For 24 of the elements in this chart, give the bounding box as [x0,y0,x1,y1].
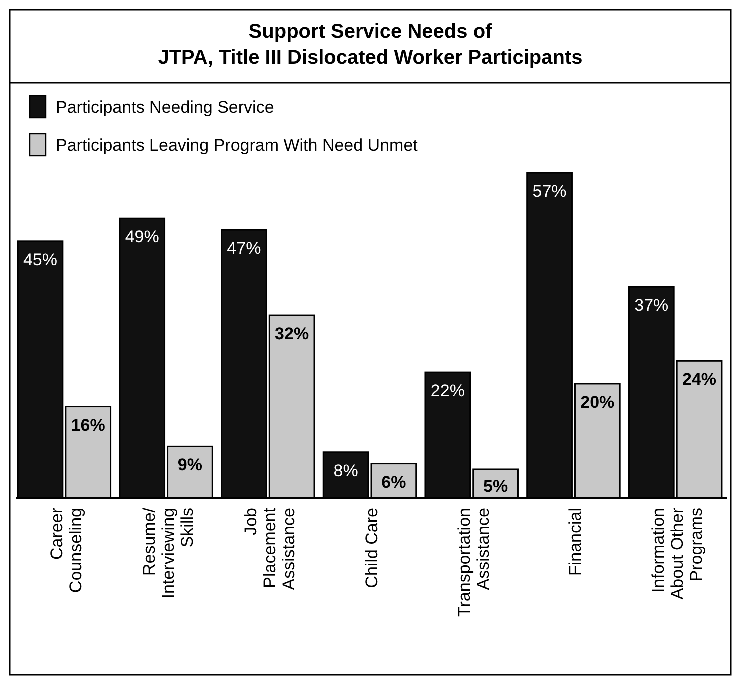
x-tick-label: Career Counseling [47,508,86,594]
data-label: 5% [484,477,508,496]
data-label: 16% [71,416,106,435]
data-label: 57% [532,182,567,201]
data-label: 47% [227,239,262,258]
data-label: 6% [382,472,406,492]
data-label: 24% [682,370,717,390]
data-label: 9% [178,456,202,475]
x-tick-label: Child Care [362,508,382,588]
x-tick-label: Transportation Assistance [454,508,493,617]
data-label: 45% [23,250,58,270]
legend-label: Participants Needing Service [56,98,274,117]
x-tick-label: Information About Other Programs [649,508,706,600]
data-label: 37% [634,296,669,316]
legend-label: Participants Leaving Program With Need Unmet [56,136,418,155]
chart-title: Support Service Needs of JTPA, Title III Dislocated Worker Participants [158,21,583,69]
x-tick-label: Financial [566,508,586,576]
data-label: 22% [430,382,465,401]
x-tick-label: Job Placement Assistance [242,508,299,590]
x-tick-label: Resume/ Interviewing Skills [140,508,197,599]
data-label: 20% [580,392,615,412]
data-label: 49% [125,228,160,247]
data-label: 8% [334,461,358,480]
data-label: 32% [275,324,310,344]
